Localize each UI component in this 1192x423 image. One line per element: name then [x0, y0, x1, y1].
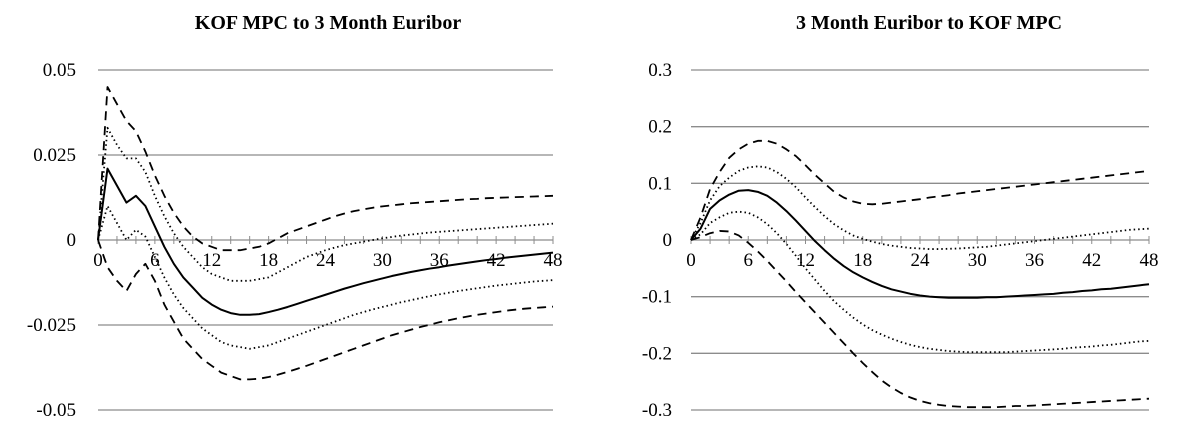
series-line-dashed	[97, 86, 554, 252]
x-tick-label: 18	[259, 250, 278, 271]
y-tick-label: -0.05	[36, 400, 76, 421]
y-tick-label: 0	[67, 230, 77, 251]
x-tick-label: 30	[968, 250, 987, 271]
chart-panel-kof-to-euribor: KOF MPC to 3 Month Euribor -0.05 -0.025 0 0…	[27, 12, 563, 421]
chart-panel-euribor-to-kof: 3 Month Euribor to KOF MPC -0.3 -0.2 -0.1 0…	[596, 0, 1192, 423]
series-line-dashed	[97, 239, 554, 381]
x-tick-label: 30	[373, 250, 392, 271]
series-line-solid	[97, 167, 554, 316]
x-tick-label: 6	[150, 250, 160, 271]
x-tick-label: 42	[1082, 250, 1101, 271]
x-tick-label: 6	[744, 250, 754, 271]
y-tick-label: -0.025	[27, 315, 76, 336]
series-line-dotted	[690, 210, 1150, 354]
x-tick-label: 18	[853, 250, 872, 271]
y-tick-label: -0.1	[642, 287, 672, 308]
x-tick-label: 0	[686, 250, 696, 271]
chart-plot: -0.3 -0.2 -0.1 0 0.1 0.2 0.3 0 6 12 18 24 30 36 42 48	[642, 60, 1159, 421]
x-tick-label: 24	[316, 250, 336, 271]
y-tick-label: -0.3	[642, 400, 672, 421]
y-tick-label: 0.2	[648, 117, 672, 138]
chart-title: 3 Month Euribor to KOF MPC	[795, 12, 1063, 34]
y-tick-label: 0.05	[43, 60, 76, 81]
series-line-solid	[690, 189, 1150, 299]
series-line-dotted	[97, 126, 554, 282]
y-tick-label: -0.2	[642, 343, 672, 364]
series-line-dashed	[690, 139, 1150, 241]
x-tick-label: 12	[796, 250, 815, 271]
x-tick-label: 0	[93, 250, 103, 271]
x-tick-label: 24	[911, 250, 931, 271]
series-line-dotted	[690, 165, 1150, 250]
y-tick-label: 0.3	[648, 60, 672, 81]
x-tick-label: 48	[1140, 250, 1159, 271]
x-tick-label: 42	[487, 250, 506, 271]
y-tick-label: 0	[663, 230, 673, 251]
y-tick-label: 0.025	[33, 145, 76, 166]
y-tick-label: 0.1	[648, 173, 672, 194]
x-tick-label: 36	[1025, 250, 1044, 271]
series-line-dashed	[690, 230, 1150, 409]
series-line-dotted	[97, 205, 554, 350]
x-tick-label: 48	[544, 250, 563, 271]
x-tick-label: 12	[202, 250, 221, 271]
chart-title: KOF MPC to 3 Month Euribor	[194, 12, 462, 34]
